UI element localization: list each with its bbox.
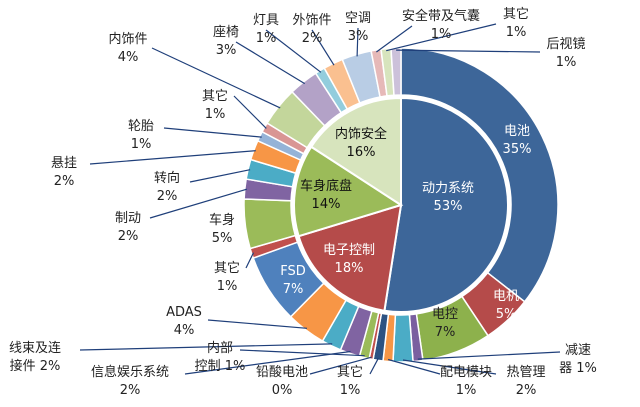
leader-line-23 <box>311 29 335 66</box>
leader-line-13 <box>245 252 255 269</box>
outer-label-6: 其它 1% <box>337 364 363 398</box>
outer-label-26: 其它 1% <box>503 6 529 40</box>
leader-lines <box>79 23 561 375</box>
leader-line-25 <box>376 25 413 53</box>
outer-label-1: 电机 5% <box>493 289 519 322</box>
leader-line-17 <box>89 150 256 165</box>
outer-label-19: 其它 1% <box>202 88 228 122</box>
inner-label-2: 车身底盘 14% <box>300 178 352 212</box>
outer-label-3: 减速器 1% <box>559 343 597 376</box>
outer-label-13: 其它 1% <box>214 260 240 294</box>
inner-label-3: 内饰安全 16% <box>335 126 387 160</box>
inner-slice-3 <box>309 96 402 207</box>
leader-line-15 <box>149 188 247 219</box>
outer-label-18: 轮胎 1% <box>128 119 154 152</box>
leader-line-11 <box>207 319 308 329</box>
outer-label-15: 制动 2% <box>115 211 141 244</box>
leader-line-10 <box>79 343 333 351</box>
leader-line-6 <box>369 358 379 375</box>
leader-line-9 <box>184 350 351 375</box>
outer-label-4: 热管理 2% <box>506 365 545 398</box>
leader-line-5 <box>387 358 441 375</box>
leader-line-4 <box>402 359 497 375</box>
outer-label-9: 信息娱乐系统 2% <box>91 364 169 398</box>
inner-slice-1 <box>297 203 403 312</box>
leader-line-24 <box>356 27 359 57</box>
leader-line-21 <box>235 41 306 85</box>
outer-slice-0 <box>400 47 559 303</box>
outer-label-20: 内饰件 4% <box>108 31 147 65</box>
outer-label-17: 悬挂 2% <box>51 156 77 189</box>
outer-label-7: 铅酸电池 0% <box>256 365 308 398</box>
outer-label-5: 配电模块 1% <box>440 365 492 398</box>
leader-line-3 <box>417 351 561 360</box>
outer-label-8: 内部控制 1% <box>195 340 246 374</box>
outer-label-21: 座椅 3% <box>213 25 239 58</box>
outer-label-11: ADAS 4% <box>166 305 202 338</box>
inner-slice-0 <box>383 96 509 313</box>
leader-line-8 <box>239 349 365 357</box>
outer-label-14: 车身 5% <box>209 212 235 246</box>
outer-label-12: FSD 7% <box>280 264 306 297</box>
outer-label-10: 线束及连接件 2% <box>9 340 61 374</box>
leader-line-26 <box>386 23 497 52</box>
outer-label-22: 灯具 1% <box>253 13 279 46</box>
leader-line-22 <box>265 29 322 73</box>
outer-slice-4 <box>392 313 414 363</box>
outer-label-27: 后视镜 1% <box>546 37 585 70</box>
labels: 动力系统 53% 电子控制 18% 车身底盘 14% 内饰安全 16% 电池 35% 电机 5% 电控 7… <box>9 6 597 398</box>
inner-slice-2 <box>293 145 404 238</box>
inner-ring <box>293 96 509 313</box>
outer-label-25: 安全带及气囊 1% <box>402 8 480 42</box>
outer-label-16: 转向 2% <box>154 170 180 204</box>
outer-label-2: 电控 7% <box>432 307 458 340</box>
leader-line-27 <box>396 49 541 53</box>
leader-line-16 <box>189 169 251 183</box>
leader-line-20 <box>151 47 281 109</box>
outer-label-23: 外饰件 2% <box>292 13 331 46</box>
inner-label-0: 动力系统 53% <box>422 181 474 214</box>
leader-line-7 <box>309 356 372 375</box>
outer-ring <box>243 47 559 363</box>
leader-line-18 <box>163 127 262 138</box>
leader-line-19 <box>233 95 267 129</box>
inner-label-1: 电子控制 18% <box>323 243 375 276</box>
outer-label-0: 电池 35% <box>503 124 532 157</box>
outer-label-24: 空调 3% <box>345 11 371 44</box>
